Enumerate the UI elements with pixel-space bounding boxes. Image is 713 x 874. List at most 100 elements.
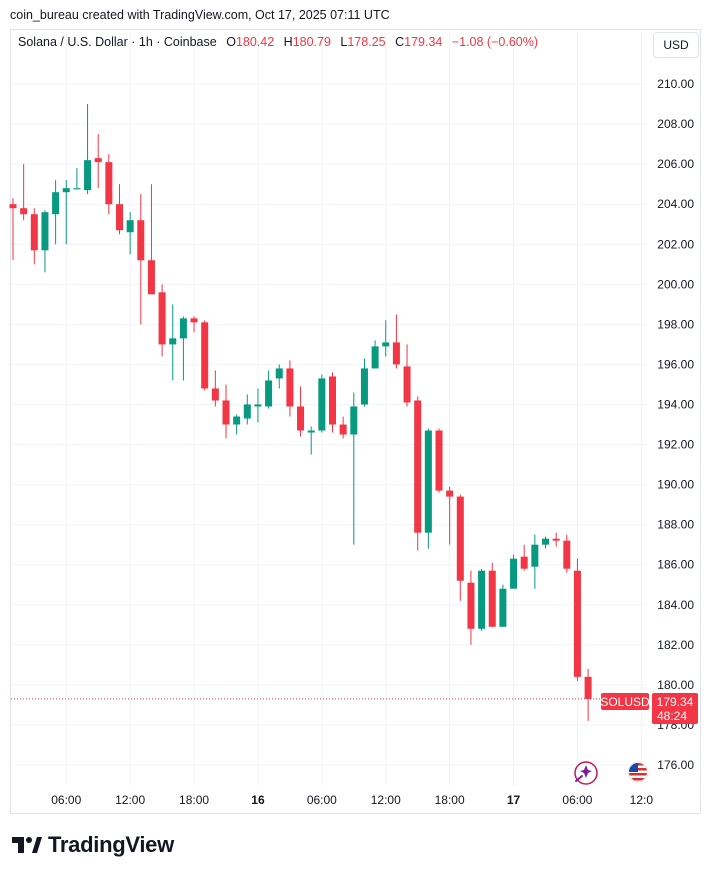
candle-body bbox=[297, 406, 305, 431]
legend-low: 178.25 bbox=[347, 35, 386, 49]
tradingview-wordmark: TradingView bbox=[48, 832, 174, 857]
candle[interactable] bbox=[201, 320, 209, 391]
candle[interactable] bbox=[584, 668, 592, 721]
candle[interactable] bbox=[126, 212, 134, 255]
y-tick-label: 208.00 bbox=[657, 117, 694, 131]
candle[interactable] bbox=[329, 372, 336, 433]
candle[interactable] bbox=[456, 494, 464, 601]
candle-body bbox=[403, 366, 411, 403]
candle[interactable] bbox=[360, 358, 368, 407]
candle[interactable] bbox=[542, 536, 549, 549]
candle[interactable] bbox=[211, 370, 219, 407]
candle[interactable] bbox=[52, 180, 60, 245]
candle[interactable] bbox=[414, 396, 422, 551]
candle-body bbox=[350, 406, 358, 435]
x-axis-ticks: 06:00 12:00 18:00 16 06:00 12:00 18:00 17 06:00 1… bbox=[51, 793, 653, 807]
candle[interactable] bbox=[73, 168, 81, 190]
candle[interactable] bbox=[41, 210, 49, 273]
legend-high-label: H bbox=[283, 35, 293, 49]
candle[interactable] bbox=[552, 532, 560, 547]
candle[interactable] bbox=[20, 164, 28, 221]
candle-body bbox=[488, 570, 496, 627]
candle[interactable] bbox=[254, 388, 262, 423]
candle[interactable] bbox=[435, 428, 443, 493]
candle[interactable] bbox=[62, 180, 70, 245]
candle[interactable] bbox=[371, 340, 379, 369]
candle[interactable] bbox=[275, 364, 283, 389]
candle[interactable] bbox=[531, 534, 539, 589]
tradingview-logo-icon bbox=[12, 837, 42, 853]
candle[interactable] bbox=[382, 320, 390, 357]
candle[interactable] bbox=[116, 184, 123, 235]
candle-body bbox=[30, 214, 38, 251]
sparkle-indicator-icon[interactable] bbox=[574, 761, 598, 785]
candle[interactable] bbox=[510, 554, 518, 589]
candle-body bbox=[254, 404, 262, 407]
candle[interactable] bbox=[446, 486, 454, 545]
candle[interactable] bbox=[499, 584, 507, 627]
candle[interactable] bbox=[318, 374, 326, 433]
candle[interactable] bbox=[179, 316, 187, 381]
candle[interactable] bbox=[94, 134, 102, 189]
candle-body bbox=[137, 220, 145, 261]
candle[interactable] bbox=[392, 314, 400, 369]
candle-body bbox=[424, 430, 432, 533]
legend-high: 180.79 bbox=[292, 35, 331, 49]
candle[interactable] bbox=[222, 384, 230, 439]
candle[interactable] bbox=[286, 360, 294, 417]
x-tick-label: 12:0 bbox=[630, 793, 654, 807]
x-tick-label: 06:00 bbox=[51, 793, 81, 807]
candle[interactable] bbox=[573, 558, 581, 681]
candle[interactable] bbox=[488, 562, 496, 627]
candle[interactable] bbox=[190, 316, 198, 333]
candle-body bbox=[243, 404, 251, 419]
candle-body bbox=[339, 424, 347, 435]
candle[interactable] bbox=[307, 426, 315, 455]
candle[interactable] bbox=[147, 184, 155, 295]
candle[interactable] bbox=[265, 370, 273, 409]
candle-body bbox=[414, 400, 422, 533]
y-tick-label: 200.00 bbox=[657, 277, 694, 291]
candle[interactable] bbox=[84, 104, 92, 195]
candle[interactable] bbox=[243, 394, 251, 425]
candle[interactable] bbox=[339, 416, 347, 439]
candle[interactable] bbox=[105, 154, 113, 215]
x-tick-label: 16 bbox=[251, 793, 265, 807]
candle[interactable] bbox=[350, 392, 358, 545]
x-tick-label: 17 bbox=[507, 793, 521, 807]
candle[interactable] bbox=[424, 428, 432, 549]
x-tick-label: 12:00 bbox=[115, 793, 145, 807]
candle-body bbox=[307, 430, 315, 433]
symbol-tag-label: SOLUSD bbox=[600, 695, 650, 709]
y-tick-label: 182.00 bbox=[657, 638, 694, 652]
candle[interactable] bbox=[137, 194, 145, 325]
candle-body bbox=[179, 318, 187, 339]
candle[interactable] bbox=[478, 568, 486, 631]
candle[interactable] bbox=[563, 534, 571, 573]
y-tick-label: 176.00 bbox=[657, 758, 694, 772]
candle-body bbox=[520, 556, 528, 569]
candle[interactable] bbox=[9, 198, 17, 261]
candle-body bbox=[9, 204, 17, 209]
candle-body bbox=[435, 430, 443, 491]
legend-change: −1.08 (−0.60%) bbox=[451, 35, 538, 49]
y-tick-label: 198.00 bbox=[657, 317, 694, 331]
candle[interactable] bbox=[233, 414, 241, 435]
candle[interactable] bbox=[158, 284, 166, 357]
candle[interactable] bbox=[169, 304, 177, 381]
candle-body bbox=[158, 292, 166, 345]
candle-body bbox=[329, 376, 336, 425]
candle[interactable] bbox=[297, 386, 305, 437]
candle[interactable] bbox=[403, 344, 411, 407]
candle-body bbox=[542, 538, 549, 545]
candle-body bbox=[41, 212, 49, 251]
candle-body bbox=[233, 416, 241, 425]
candle[interactable] bbox=[520, 544, 528, 571]
currency-button[interactable]: USD bbox=[653, 32, 699, 58]
legend-symbol: Solana / U.S. Dollar · 1h · Coinbase bbox=[18, 35, 217, 49]
candle[interactable] bbox=[30, 208, 38, 265]
candle[interactable] bbox=[467, 570, 475, 645]
us-flag-icon[interactable] bbox=[627, 761, 649, 783]
y-tick-label: 202.00 bbox=[657, 237, 694, 251]
